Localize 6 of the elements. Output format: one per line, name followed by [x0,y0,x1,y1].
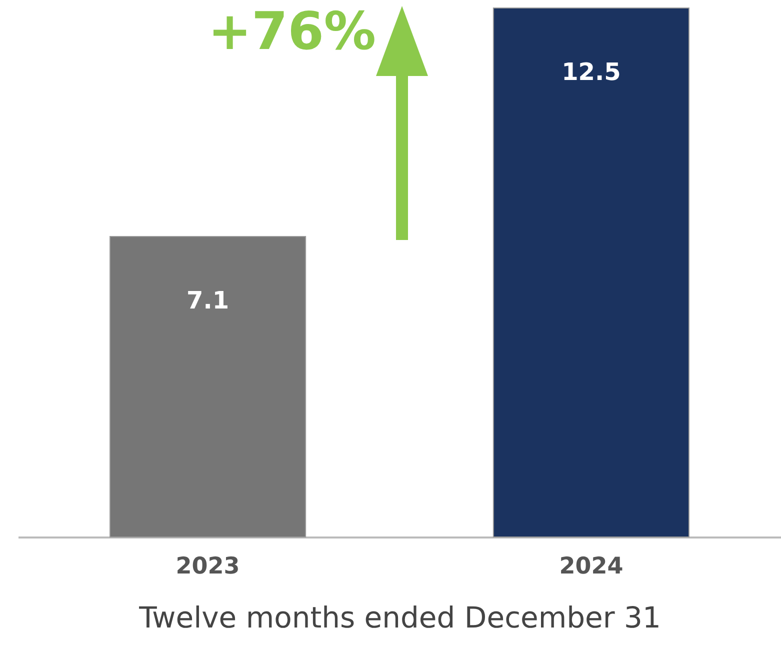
x-tick-label: 2024 [559,554,624,580]
data-label: 7.1 [186,286,230,315]
x-axis-title: Twelve months ended December 31 [138,600,661,634]
data-label: 12.5 [562,58,621,86]
x-tick-label: 2023 [176,554,240,580]
annotation: +76% [208,2,376,62]
